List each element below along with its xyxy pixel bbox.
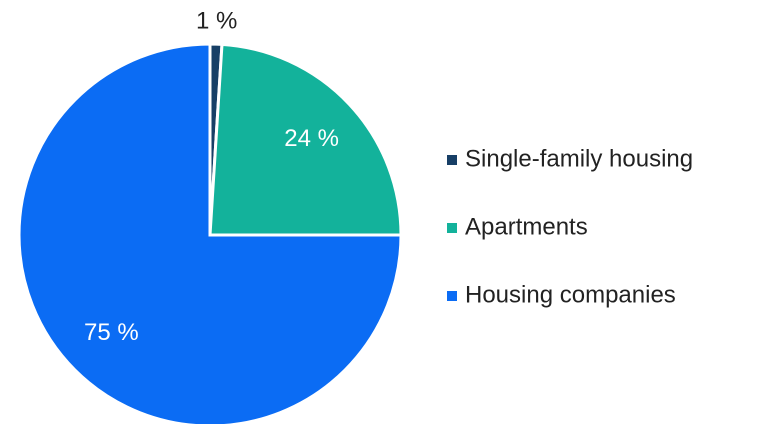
legend-label: Apartments bbox=[465, 213, 588, 240]
legend-swatch bbox=[447, 155, 457, 165]
legend-swatch bbox=[447, 291, 457, 301]
pie-slice bbox=[208, 42, 403, 237]
data-label: 1 % bbox=[196, 7, 237, 34]
legend-label: Single-family housing bbox=[465, 145, 693, 172]
legend-swatch bbox=[447, 223, 457, 233]
pie-slice bbox=[17, 42, 403, 424]
legend-label: Housing companies bbox=[465, 281, 676, 308]
data-label: 24 % bbox=[284, 125, 339, 152]
data-label: 75 % bbox=[84, 319, 139, 346]
